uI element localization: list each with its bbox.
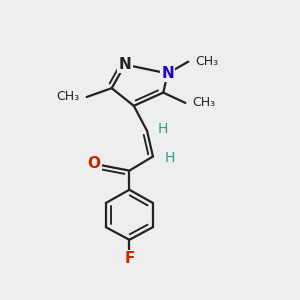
Text: N: N <box>118 57 131 72</box>
Text: N: N <box>161 66 174 81</box>
Text: H: H <box>158 122 168 136</box>
Text: CH₃: CH₃ <box>196 55 219 68</box>
Text: CH₃: CH₃ <box>56 91 79 103</box>
Text: H: H <box>165 151 175 165</box>
Text: CH₃: CH₃ <box>193 96 216 110</box>
Text: F: F <box>124 251 135 266</box>
Text: O: O <box>88 156 100 171</box>
